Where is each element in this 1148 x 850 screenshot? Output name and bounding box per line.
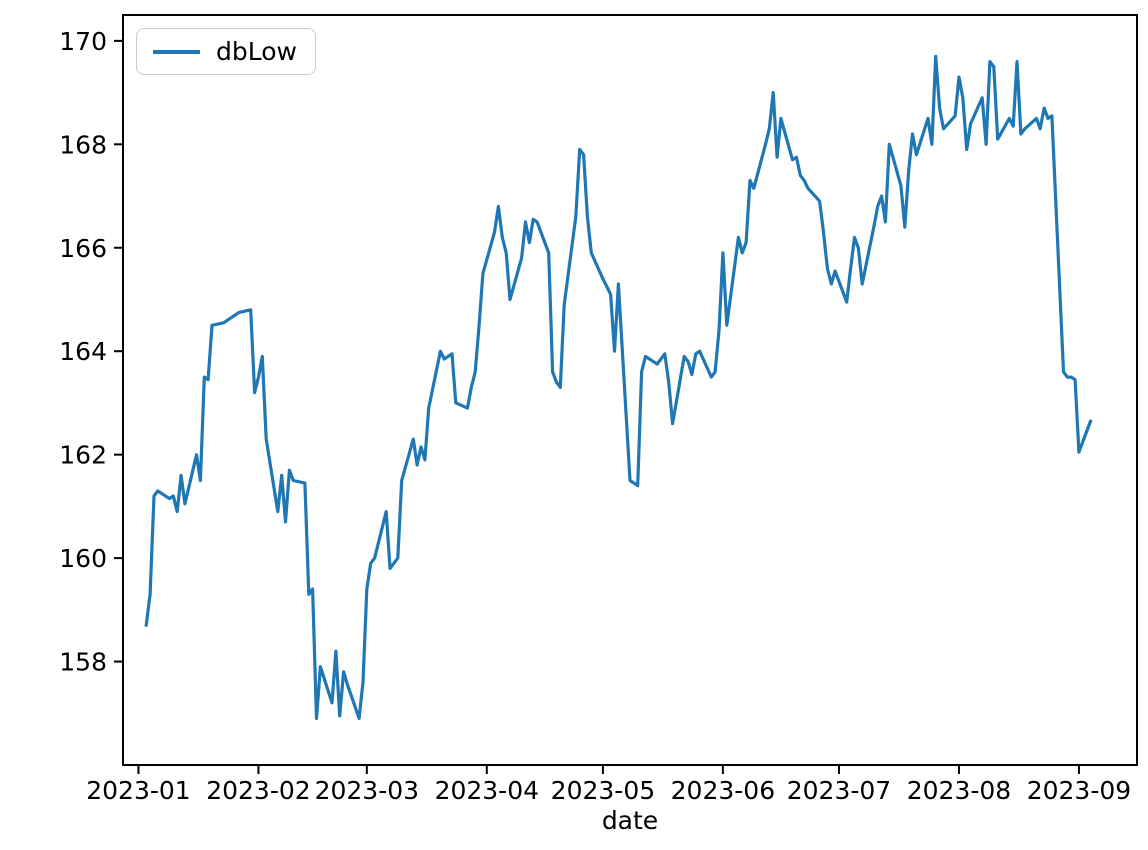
legend-line-sample — [153, 49, 200, 54]
y-tick-label: 164 — [59, 337, 107, 366]
y-tick-label: 158 — [59, 648, 107, 677]
x-tick-label: 2023-04 — [435, 776, 539, 805]
x-tick-label: 2023-01 — [86, 776, 190, 805]
x-tick-label: 2023-05 — [551, 776, 655, 805]
y-tick-label: 168 — [59, 130, 107, 159]
y-tick-label: 166 — [59, 234, 107, 263]
legend: dbLow — [136, 28, 316, 75]
y-tick-label: 160 — [59, 544, 107, 573]
legend-label-dblow: dbLow — [216, 37, 297, 66]
y-tick-label: 162 — [59, 441, 107, 470]
x-tick-label: 2023-06 — [671, 776, 775, 805]
x-tick-label: 2023-08 — [907, 776, 1011, 805]
y-tick-label: 170 — [59, 27, 107, 56]
x-tick-label: 2023-07 — [787, 776, 891, 805]
x-tick-label: 2023-03 — [315, 776, 419, 805]
series-dblow-line — [144, 54, 1093, 721]
x-tick-label: 2023-02 — [206, 776, 310, 805]
x-axis-label: date — [601, 806, 659, 835]
x-tick-label: 2023-09 — [1027, 776, 1131, 805]
